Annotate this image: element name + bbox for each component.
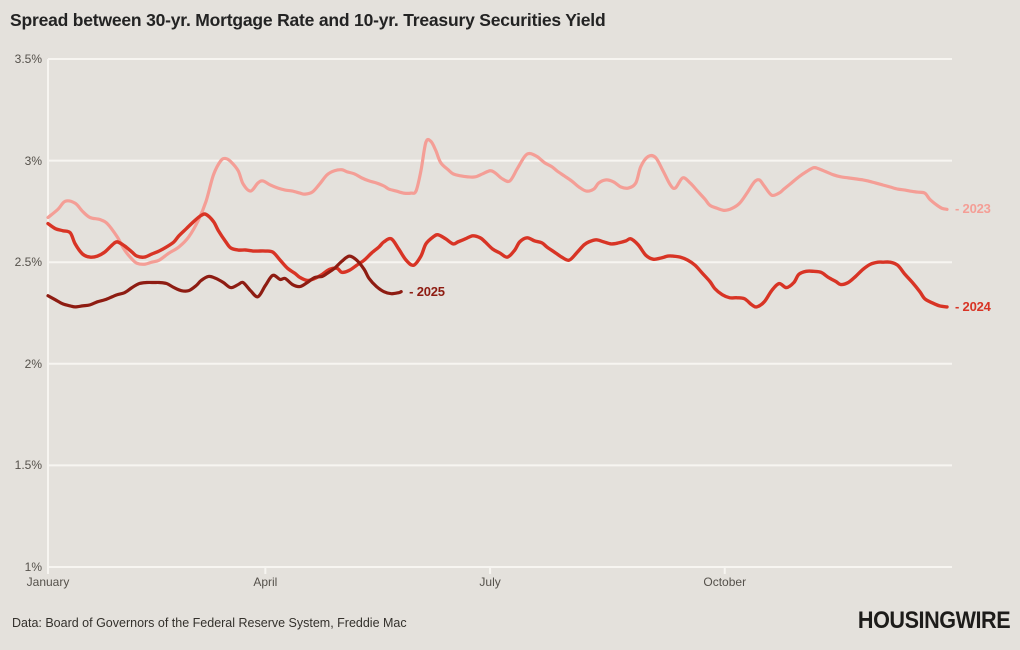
y-tick-label-2.5%: 2.5% bbox=[14, 255, 42, 270]
series-line-2025 bbox=[46, 254, 403, 309]
y-tick-label-1%: 1% bbox=[24, 560, 42, 574]
x-tick-label-April: April bbox=[253, 575, 278, 589]
y-tick-label-3%: 3% bbox=[24, 153, 42, 168]
y-tick-label-3.5%: 3.5% bbox=[14, 52, 42, 66]
series-line-2023 bbox=[46, 137, 949, 266]
chart-title: Spread between 30-yr. Mortgage Rate and … bbox=[10, 10, 606, 30]
series-line-2024 bbox=[46, 212, 949, 309]
y-tick-label-2%: 2% bbox=[24, 356, 42, 371]
x-tick-label-July: July bbox=[479, 575, 501, 589]
series-label-2023: - 2023 bbox=[955, 201, 991, 217]
x-tick-label-January: January bbox=[26, 575, 70, 589]
housingwire-logo: HOUSINGWIRE bbox=[857, 607, 1011, 634]
series-label-2025: - 2025 bbox=[409, 283, 445, 299]
y-tick-label-1.5%: 1.5% bbox=[14, 458, 42, 473]
x-tick-label-October: October bbox=[703, 575, 747, 589]
data-source-note: Data: Board of Governors of the Federal … bbox=[12, 616, 407, 630]
series-label-2024: - 2024 bbox=[955, 298, 991, 314]
